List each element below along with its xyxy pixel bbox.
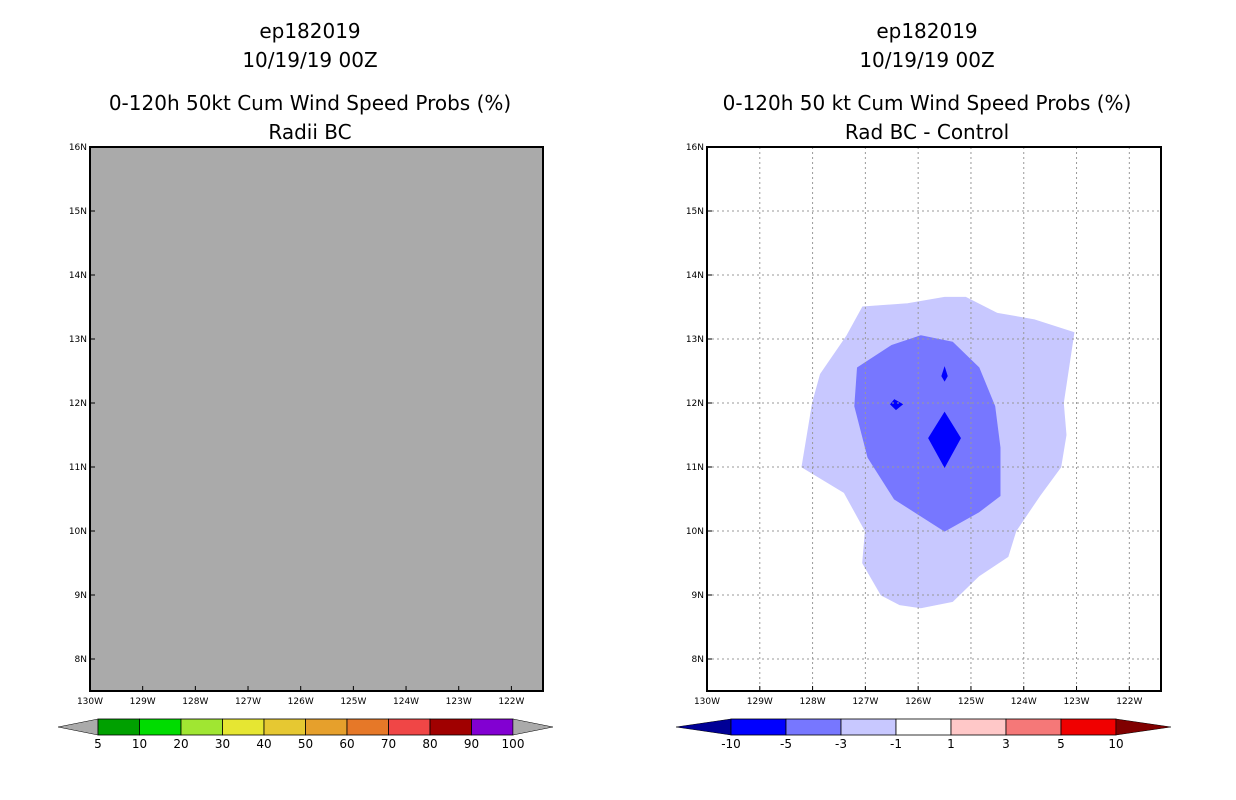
right-colorbar-box-3 [895, 718, 952, 736]
right-colorbar-box-4 [950, 718, 1007, 736]
right-colorbar-label-0: -10 [721, 737, 741, 751]
right-xtick-label-6: 124W [1011, 697, 1037, 707]
left-ytick-label-4: 12N [69, 399, 87, 409]
right-colorbar-box-0 [730, 718, 787, 736]
left-xtick-label-7: 123W [446, 697, 472, 707]
right-colorbar-label-5: 3 [1002, 737, 1010, 751]
left-colorbar-box-6 [346, 718, 389, 736]
left-colorbar-box-9 [471, 718, 514, 736]
right-xtick-label-4: 126W [905, 697, 931, 707]
right-title-line-1: ep182019 [876, 19, 977, 43]
left-colorbar-label-8: 80 [422, 737, 437, 751]
right-colorbar-box-6 [1060, 718, 1117, 736]
left-ytick-label-5: 11N [69, 463, 87, 473]
left-colorbar-label-5: 50 [298, 737, 313, 751]
right-xtick-label-3: 127W [852, 697, 878, 707]
left-title-line-2: 10/19/19 00Z [242, 48, 377, 72]
right-panel: ep182019 10/19/19 00Z 0-120h 50 kt Cum W… [675, 19, 1172, 751]
left-colorbar-box-4 [263, 718, 306, 736]
right-xtick-label-7: 123W [1063, 697, 1089, 707]
right-colorbar-box-5 [1005, 718, 1062, 736]
contour-1 [854, 335, 1001, 532]
right-ytick-label-6: 10N [686, 527, 704, 537]
left-title-line-3: 0-120h 50kt Cum Wind Speed Probs (%) [109, 91, 511, 115]
right-ytick-label-2: 14N [686, 271, 704, 281]
left-xtick-label-5: 125W [340, 697, 366, 707]
right-ytick-label-8: 8N [692, 655, 704, 665]
left-ytick-label-0: 16N [69, 143, 87, 153]
left-ytick-label-7: 9N [75, 591, 87, 601]
right-xtick-label-1: 129W [747, 697, 773, 707]
left-colorbar-label-7: 70 [381, 737, 396, 751]
left-ytick-label-2: 14N [69, 271, 87, 281]
right-ytick-label-0: 16N [686, 143, 704, 153]
left-ytick-label-1: 15N [69, 207, 87, 217]
left-plot-frame [89, 146, 544, 692]
right-xtick-label-5: 125W [958, 697, 984, 707]
left-ytick-label-8: 8N [75, 655, 87, 665]
left-colorbar-high-arrow [512, 718, 554, 736]
left-colorbar-label-4: 40 [256, 737, 271, 751]
left-colorbar-label-0: 5 [94, 737, 102, 751]
left-xtick-label-4: 126W [288, 697, 314, 707]
left-xtick-label-1: 129W [130, 697, 156, 707]
right-xtick-label-0: 130W [694, 697, 720, 707]
left-colorbar-low-arrow [57, 718, 99, 736]
left-plot-fill [90, 147, 543, 691]
left-colorbar-box-5 [305, 718, 348, 736]
right-colorbar-low-arrow [675, 718, 732, 736]
contour-2 [928, 411, 961, 469]
right-colorbar-label-2: -3 [835, 737, 847, 751]
left-xtick-label-0: 130W [77, 697, 103, 707]
left-colorbar-box-0 [97, 718, 140, 736]
left-colorbar-label-2: 20 [173, 737, 188, 751]
right-colorbar-label-4: 1 [947, 737, 955, 751]
left-colorbar-label-6: 60 [339, 737, 354, 751]
right-xtick-label-8: 122W [1116, 697, 1142, 707]
left-colorbar-box-1 [139, 718, 182, 736]
left-xtick-label-8: 122W [498, 697, 524, 707]
right-colorbar-high-arrow [1115, 718, 1172, 736]
left-colorbar-label-10: 100 [502, 737, 525, 751]
right-colorbar-label-6: 5 [1057, 737, 1065, 751]
right-ytick-label-4: 12N [686, 399, 704, 409]
right-colorbar-label-1: -5 [780, 737, 792, 751]
right-colorbar-label-3: -1 [890, 737, 902, 751]
right-ytick-label-1: 15N [686, 207, 704, 217]
contour-3 [890, 399, 904, 411]
right-title-line-3: 0-120h 50 kt Cum Wind Speed Probs (%) [723, 91, 1132, 115]
left-colorbar-box-3 [222, 718, 265, 736]
left-xtick-label-2: 128W [182, 697, 208, 707]
right-title-line-4: Rad BC - Control [845, 120, 1009, 144]
right-colorbar-label-7: 10 [1108, 737, 1123, 751]
right-ytick-label-5: 11N [686, 463, 704, 473]
left-colorbar-label-1: 10 [132, 737, 147, 751]
right-ytick-label-7: 9N [692, 591, 704, 601]
left-colorbar-box-7 [388, 718, 431, 736]
left-xtick-label-3: 127W [235, 697, 261, 707]
left-colorbar-box-8 [429, 718, 472, 736]
right-colorbar-box-1 [785, 718, 842, 736]
right-plot-frame [706, 146, 1162, 692]
right-colorbar-box-2 [840, 718, 897, 736]
left-colorbar-label-3: 30 [215, 737, 230, 751]
left-ytick-label-6: 10N [69, 527, 87, 537]
right-xtick-label-2: 128W [800, 697, 826, 707]
right-title-line-2: 10/19/19 00Z [859, 48, 994, 72]
left-ytick-label-3: 13N [69, 335, 87, 345]
left-title-line-1: ep182019 [259, 19, 360, 43]
left-xtick-label-6: 124W [393, 697, 419, 707]
left-colorbar-label-9: 90 [464, 737, 479, 751]
left-panel: ep182019 10/19/19 00Z 0-120h 50kt Cum Wi… [57, 19, 554, 751]
left-title-line-4: Radii BC [268, 120, 351, 144]
right-ytick-label-3: 13N [686, 335, 704, 345]
contour-4 [941, 366, 948, 382]
left-colorbar-box-2 [180, 718, 223, 736]
